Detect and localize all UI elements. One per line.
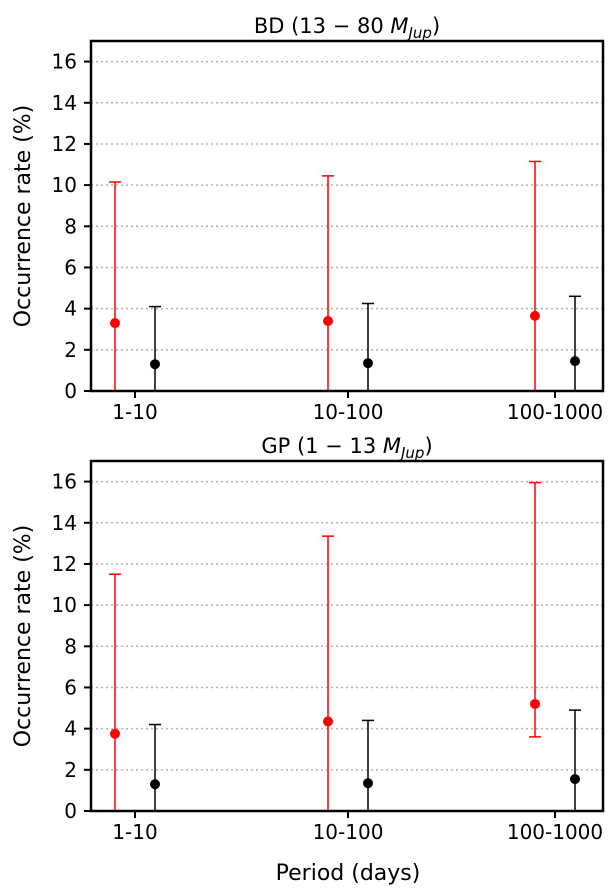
y-tick-label: 14	[52, 91, 77, 115]
y-tick-label: 16	[52, 50, 77, 74]
title-subscript: Jup	[398, 444, 424, 462]
panel-title: GP (1 − 13 MJup)	[261, 434, 432, 462]
data-point	[363, 358, 373, 369]
data-point	[323, 316, 333, 326]
data-point	[150, 779, 160, 790]
x-tick-label: 1-10	[112, 820, 157, 844]
x-tick-label: 10-100	[313, 820, 384, 844]
x-tick-label: 1-10	[112, 400, 157, 424]
data-point	[150, 359, 160, 370]
x-tick-label: 10-100	[313, 400, 384, 424]
plot-frame	[89, 459, 605, 813]
y-tick-label: 16	[52, 470, 77, 494]
y-tick-label: 12	[52, 552, 77, 576]
title-subscript: Jup	[405, 24, 431, 42]
y-tick-label: 0	[64, 379, 77, 403]
y-axis-label: Occurrence rate (%)	[11, 105, 36, 328]
gp-panel: 0 2 4 6 8 10 12 14 16 1-10 10-100 100-1000 GP (1 − 1…	[11, 434, 605, 844]
title-prefix: GP (1 − 13	[261, 434, 383, 458]
y-tick-label: 0	[64, 799, 77, 823]
data-point	[110, 318, 120, 329]
y-tick-label: 10	[52, 593, 77, 617]
x-axis-label: Period (days)	[276, 861, 421, 886]
y-tick-label: 10	[52, 173, 77, 197]
y-tick-label: 4	[64, 297, 77, 321]
plot-frame	[89, 39, 605, 393]
y-tick-label: 12	[52, 132, 77, 156]
data-point	[110, 728, 120, 739]
data-point	[570, 774, 580, 785]
title-suffix: )	[424, 434, 432, 458]
y-tick-label: 6	[64, 675, 77, 699]
y-axis-label: Occurrence rate (%)	[11, 525, 36, 748]
data-point	[570, 356, 580, 367]
x-tick-label: 100-1000	[507, 820, 603, 844]
panel-title: BD (13 − 80 MJup)	[254, 14, 440, 42]
data-point	[323, 716, 333, 727]
x-tick-label: 100-1000	[507, 400, 603, 424]
title-mass: M	[390, 14, 408, 38]
data-point	[530, 310, 540, 321]
data-point	[363, 778, 373, 789]
y-tick-label: 6	[64, 255, 77, 279]
title-prefix: BD (13 − 80	[254, 14, 391, 38]
y-tick-label: 2	[64, 758, 77, 782]
title-mass: M	[383, 434, 401, 458]
title-suffix: )	[432, 14, 440, 38]
data-point	[530, 698, 540, 709]
bd-panel: 0 2 4 6 8 10 12 14 16 1-10 10-100 100-1000 BD (13 − …	[11, 14, 605, 424]
y-tick-label: 8	[64, 214, 77, 238]
y-tick-label: 4	[64, 717, 77, 741]
y-tick-label: 2	[64, 338, 77, 362]
y-tick-label: 8	[64, 634, 77, 658]
y-tick-label: 14	[52, 511, 77, 535]
